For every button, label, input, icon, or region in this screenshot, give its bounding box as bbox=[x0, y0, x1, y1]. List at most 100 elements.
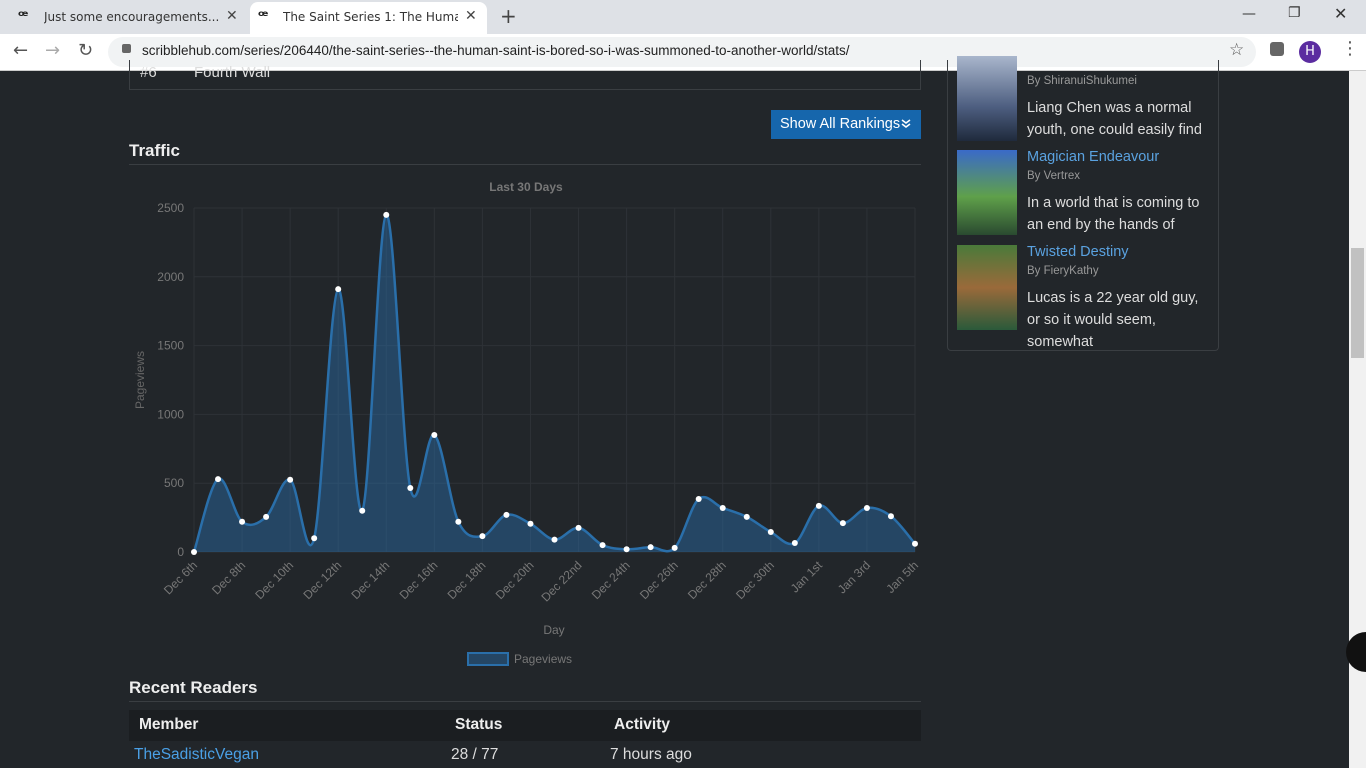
tab-close[interactable]: ✕ bbox=[465, 8, 477, 24]
activity: 7 hours ago bbox=[610, 746, 692, 763]
show-rankings-button[interactable] bbox=[771, 110, 921, 139]
point bbox=[383, 211, 390, 218]
lock-icon bbox=[122, 44, 131, 53]
new-tab[interactable]: + bbox=[500, 4, 517, 28]
line bbox=[192, 213, 916, 553]
tab-title[interactable]: Just some encouragements... | Sc bbox=[44, 10, 219, 24]
y-tick-label: 500 bbox=[164, 476, 184, 490]
x-tick-label: Dec 10th bbox=[252, 558, 296, 602]
point bbox=[479, 533, 486, 540]
rank: #6 bbox=[140, 64, 157, 81]
scrollbar[interactable] bbox=[1349, 71, 1366, 768]
x-tick-label: Dec 28th bbox=[685, 558, 729, 602]
point bbox=[575, 524, 582, 531]
point bbox=[599, 542, 606, 549]
point bbox=[743, 513, 750, 520]
ranking-name: Fourth Wall bbox=[194, 64, 271, 81]
legend-label: Pageviews bbox=[514, 652, 572, 666]
point bbox=[695, 496, 702, 503]
x-tick-label: Dec 8th bbox=[209, 558, 248, 597]
scroll-thumb[interactable] bbox=[1351, 248, 1364, 358]
section-heading: Traffic bbox=[129, 141, 181, 160]
minimize[interactable]: — bbox=[1242, 6, 1256, 22]
point bbox=[263, 513, 270, 520]
point bbox=[791, 540, 798, 547]
forward[interactable]: → bbox=[45, 40, 61, 61]
url[interactable]: scribblehub.com/series/206440/the-saint-… bbox=[142, 43, 850, 58]
x-tick-label: Dec 18th bbox=[445, 558, 489, 602]
status: 28 / 77 bbox=[451, 746, 499, 763]
point bbox=[815, 502, 822, 509]
point bbox=[407, 485, 414, 492]
button-label[interactable]: Show All Rankings bbox=[780, 116, 901, 132]
x-tick-label: Jan 3rd bbox=[835, 558, 873, 596]
author[interactable]: By FieryKathy bbox=[1027, 265, 1099, 277]
point bbox=[671, 544, 678, 551]
favicon: ꟹ bbox=[18, 7, 29, 25]
member-link[interactable]: TheSadisticVegan bbox=[134, 746, 259, 763]
point bbox=[839, 520, 846, 527]
description: Liang Chen was a normal youth, one could… bbox=[1027, 100, 1202, 138]
description: In a world that is coming to an end by t… bbox=[1027, 195, 1200, 233]
author[interactable]: By ShiranuiShukumei bbox=[1027, 75, 1137, 87]
point bbox=[335, 286, 342, 293]
omnibox[interactable] bbox=[108, 37, 1256, 67]
x-tick-label: Jan 5th bbox=[883, 558, 921, 596]
point bbox=[191, 549, 197, 555]
reload[interactable]: ↻ bbox=[78, 40, 94, 61]
floating-button[interactable] bbox=[1346, 632, 1366, 672]
area bbox=[194, 214, 915, 552]
chart: Last 30 Days Day Pageviews Dec 6th Dec 8t… bbox=[133, 180, 921, 666]
point bbox=[863, 504, 870, 511]
extensions[interactable] bbox=[1270, 42, 1284, 56]
point bbox=[503, 511, 510, 518]
x-tick-label: Dec 14th bbox=[349, 558, 393, 602]
favicon: ꟹ bbox=[258, 7, 269, 25]
novel-title[interactable]: Twisted Destiny bbox=[1027, 244, 1129, 260]
x-tick-label: Dec 24th bbox=[589, 558, 633, 602]
legend-swatch bbox=[467, 652, 509, 666]
point bbox=[767, 529, 774, 536]
point bbox=[287, 476, 294, 483]
bookmark[interactable]: ☆ bbox=[1229, 40, 1245, 60]
x-tick-label: Dec 20th bbox=[493, 558, 537, 602]
divider bbox=[129, 701, 921, 702]
point bbox=[527, 520, 534, 527]
divider bbox=[129, 164, 921, 165]
column-header: Member bbox=[139, 716, 199, 733]
y-tick-label: 0 bbox=[177, 545, 184, 559]
cover-image[interactable] bbox=[957, 150, 1017, 235]
x-tick-label: Dec 26th bbox=[637, 558, 681, 602]
novel-title[interactable]: Magician Endeavour bbox=[1027, 149, 1160, 165]
tab-close[interactable]: ✕ bbox=[226, 8, 238, 24]
sidebar-box bbox=[947, 60, 1219, 351]
active-tab[interactable] bbox=[250, 2, 487, 34]
author[interactable]: By Vertrex bbox=[1027, 170, 1081, 182]
y-axis-label: Pageviews bbox=[133, 351, 147, 409]
point bbox=[887, 513, 894, 520]
cover-image[interactable] bbox=[957, 245, 1017, 330]
table-header bbox=[129, 710, 921, 741]
y-tick-label: 1500 bbox=[157, 339, 184, 353]
point bbox=[359, 507, 366, 514]
point bbox=[311, 535, 318, 542]
point bbox=[455, 518, 462, 525]
section-heading: Recent Readers bbox=[129, 678, 258, 697]
maximize[interactable]: ❐ bbox=[1288, 5, 1301, 21]
address-bar: ← → ↻ scribblehub.com/series/206440/the-… bbox=[0, 34, 1366, 71]
close-window[interactable]: ✕ bbox=[1334, 4, 1348, 23]
point bbox=[912, 540, 918, 547]
cover-image[interactable] bbox=[957, 56, 1017, 141]
menu[interactable]: ⋮ bbox=[1341, 38, 1359, 59]
tab-title[interactable]: The Saint Series 1: The Human Sa bbox=[283, 10, 458, 24]
y-tick-label: 1000 bbox=[157, 407, 184, 421]
chevron-icon bbox=[901, 119, 911, 128]
x-tick-label: Dec 22nd bbox=[538, 558, 584, 604]
avatar[interactable]: H bbox=[1299, 41, 1321, 63]
back[interactable]: ← bbox=[13, 40, 29, 61]
description: Lucas is a 22 year old guy, or so it wou… bbox=[1027, 290, 1199, 350]
ranking-row[interactable] bbox=[129, 60, 921, 90]
point bbox=[719, 504, 726, 511]
